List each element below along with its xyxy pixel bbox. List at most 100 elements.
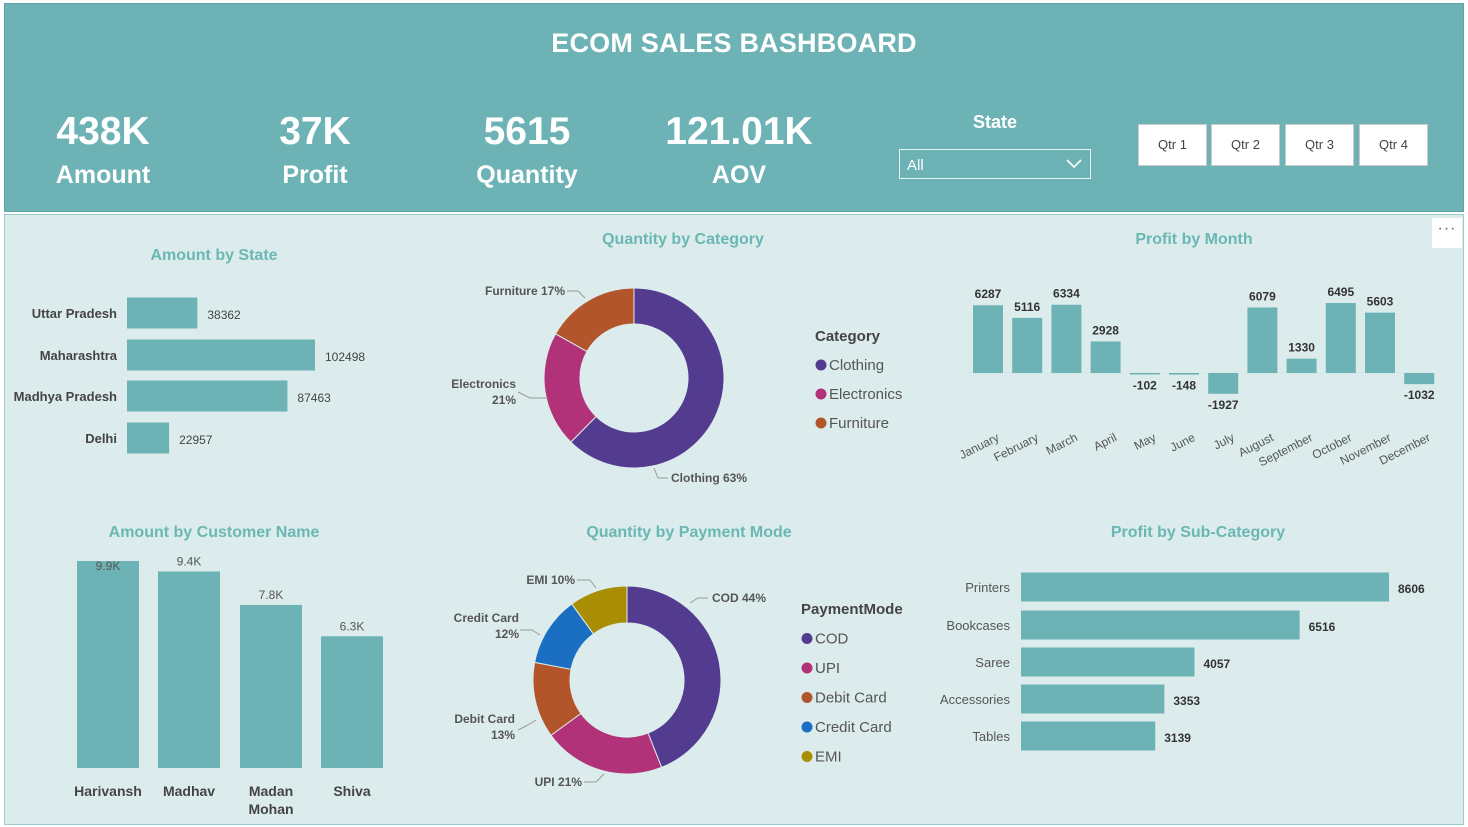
- month-bar: [1365, 312, 1395, 373]
- month-data-label: 6287: [975, 287, 1002, 301]
- kpi-aov-label: AOV: [711, 161, 767, 189]
- donut-data-label: Clothing 63%: [671, 471, 747, 485]
- dashboard-title: ECOM SALES BASHBOARD: [551, 28, 917, 58]
- legend-marker: [801, 751, 813, 762]
- donut-slice: [571, 585, 628, 635]
- more-options-icon[interactable]: ···: [1432, 218, 1462, 248]
- legend-item: COD: [815, 631, 849, 648]
- month-tick-label: February: [991, 430, 1040, 464]
- month-bar: [1286, 358, 1317, 373]
- amount-by-state-title: Amount by State: [150, 247, 278, 264]
- legend-marker: [801, 662, 813, 674]
- quantity-by-category-title: Quantity by Category: [602, 231, 764, 248]
- state-tick-label: Madhya Pradesh: [14, 389, 117, 404]
- dashboard-header: ECOM SALES BASHBOARD 438K Amount 37K Pro…: [4, 3, 1464, 212]
- chevron-down-icon: [1066, 159, 1082, 169]
- customer-data-label: 9.4K: [177, 554, 202, 568]
- donut-data-label: Electronics: [451, 377, 516, 391]
- state-slicer-dropdown[interactable]: All: [899, 149, 1091, 179]
- state-bar: [127, 422, 170, 454]
- month-data-label: 6334: [1053, 287, 1080, 301]
- legend-marker: [801, 721, 813, 733]
- month-bar: [1090, 341, 1121, 373]
- donut-data-label: EMI 10%: [526, 573, 575, 587]
- legend-title: PaymentMode: [801, 601, 903, 618]
- month-bar: [1247, 307, 1278, 373]
- state-bar: [127, 339, 315, 371]
- state-data-label: 38362: [207, 308, 241, 322]
- donut-slice: [570, 287, 725, 469]
- legend-marker: [815, 417, 827, 429]
- kpi-quantity-label: Quantity: [476, 161, 578, 189]
- subcategory-bar: [1021, 572, 1389, 602]
- month-data-label: 1330: [1288, 341, 1315, 355]
- kpi-amount: 438K Amount: [3, 108, 203, 192]
- legend-item: Debit Card: [815, 690, 887, 707]
- donut-data-label: 21%: [492, 393, 516, 407]
- month-bar: [973, 305, 1003, 373]
- month-bar: [1404, 373, 1435, 385]
- donut-leader-line: [520, 629, 541, 636]
- legend-marker: [801, 692, 813, 703]
- qtr1-button[interactable]: Qtr 1: [1138, 124, 1207, 166]
- subcategory-tick-label: Tables: [972, 729, 1010, 744]
- subcategory-tick-label: Printers: [965, 580, 1010, 595]
- month-bar: [1169, 373, 1199, 375]
- kpi-profit-label: Profit: [282, 161, 348, 189]
- subcategory-bar: [1021, 647, 1195, 677]
- donut-leader-line: [567, 290, 586, 299]
- subcategory-data-label: 6516: [1309, 620, 1336, 634]
- month-tick-label: April: [1091, 430, 1119, 453]
- state-tick-label: Uttar Pradesh: [32, 306, 117, 321]
- legend-marker: [815, 388, 827, 400]
- subcategory-tick-label: Accessories: [940, 692, 1011, 707]
- subcategory-tick-label: Bookcases: [946, 618, 1010, 633]
- legend-marker: [801, 633, 813, 644]
- subcategory-data-label: 4057: [1203, 657, 1230, 671]
- state-bar: [127, 297, 198, 329]
- qtr3-button[interactable]: Qtr 3: [1285, 124, 1354, 166]
- kpi-amount-value: 438K: [56, 110, 150, 153]
- donut-leader-line: [517, 719, 537, 731]
- kpi-profit: 37K Profit: [215, 108, 415, 192]
- customer-data-label: 9.9K: [96, 559, 121, 573]
- kpi-quantity: 5615 Quantity: [427, 108, 627, 192]
- kpi-amount-label: Amount: [55, 161, 151, 189]
- kpi-profit-value: 37K: [279, 110, 351, 153]
- state-data-label: 87463: [297, 391, 331, 405]
- month-data-label: -102: [1133, 379, 1157, 393]
- customer-tick-label: Harivansh: [74, 783, 142, 799]
- month-data-label: -148: [1172, 379, 1196, 393]
- month-data-label: 2928: [1092, 323, 1119, 337]
- legend-item: EMI: [815, 749, 842, 766]
- qtr2-button[interactable]: Qtr 2: [1211, 124, 1280, 166]
- kpi-aov: 121.01K AOV: [639, 108, 839, 192]
- subcategory-data-label: 3139: [1164, 731, 1191, 745]
- state-data-label: 102498: [325, 350, 365, 364]
- month-tick-label: June: [1168, 430, 1198, 454]
- subcategory-data-label: 3353: [1173, 694, 1200, 708]
- month-data-label: -1927: [1208, 398, 1239, 412]
- donut-slice: [554, 287, 635, 353]
- subcategory-bar: [1021, 610, 1300, 640]
- legend-item: Furniture: [829, 415, 889, 432]
- state-tick-label: Delhi: [85, 431, 117, 446]
- month-data-label: -1032: [1404, 388, 1435, 402]
- donut-data-label: COD 44%: [712, 591, 766, 605]
- legend-item: Clothing: [829, 357, 884, 374]
- month-data-label: 6495: [1327, 285, 1354, 299]
- month-bar: [1325, 303, 1356, 373]
- donut-data-label: Furniture 17%: [485, 284, 565, 298]
- donut-leader-line: [517, 391, 548, 399]
- subcategory-tick-label: Saree: [975, 655, 1010, 670]
- qtr4-button[interactable]: Qtr 4: [1359, 124, 1428, 166]
- customer-tick-label: Mohan: [248, 801, 293, 817]
- donut-slice: [626, 585, 722, 769]
- state-tick-label: Maharashtra: [40, 348, 118, 363]
- month-bar: [1051, 304, 1082, 373]
- subcategory-bar: [1021, 721, 1156, 751]
- legend-title: Category: [815, 328, 881, 345]
- month-data-label: 5603: [1367, 295, 1394, 309]
- month-tick-label: July: [1211, 430, 1236, 452]
